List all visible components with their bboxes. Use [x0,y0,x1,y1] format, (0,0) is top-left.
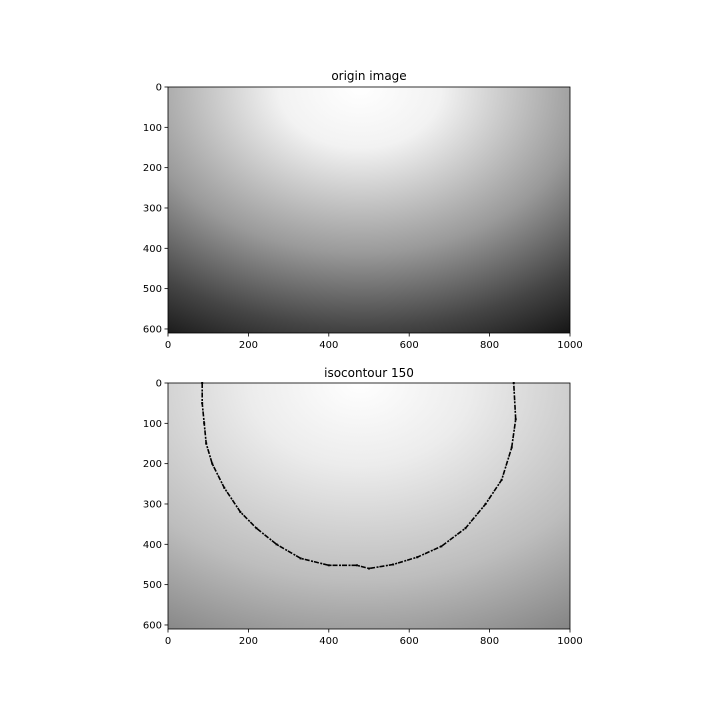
contour-point [416,556,419,559]
contour-point [500,478,503,481]
contour-point [392,563,395,566]
y-axis-ticks: 0 100 200 300 400 500 600 [143,379,168,631]
contour-point [205,442,208,445]
contour-point [255,527,258,530]
contour-point [355,564,358,567]
image-area [168,383,570,629]
panel-title: isocontour 150 [324,366,414,380]
image-area [168,87,570,333]
x-tick-label: 800 [480,340,499,351]
contour-point [368,567,370,570]
x-axis-ticks: 0 200 400 600 800 1000 [165,629,583,647]
panel-title: origin image [331,69,406,83]
y-tick-label: 400 [143,244,162,255]
contour-point [239,511,242,514]
contour-point [201,402,204,405]
x-tick-label: 400 [319,340,338,351]
contour-point [484,502,487,505]
y-tick-label: 200 [143,163,162,174]
x-tick-label: 0 [165,636,171,647]
x-tick-label: 200 [239,340,258,351]
x-tick-label: 200 [239,636,258,647]
x-tick-label: 0 [165,340,171,351]
contour-point [327,564,330,567]
contour-point [223,486,226,489]
contour-point [203,422,206,425]
y-tick-label: 500 [143,284,162,295]
y-tick-label: 300 [143,203,162,214]
y-tick-label: 0 [156,379,162,390]
y-tick-label: 100 [143,419,162,430]
y-tick-label: 600 [143,620,162,631]
x-tick-label: 600 [400,340,419,351]
contour-point [211,462,214,465]
x-tick-label: 800 [480,636,499,647]
y-tick-label: 300 [143,499,162,510]
x-tick-label: 1000 [557,340,582,351]
x-tick-label: 600 [400,636,419,647]
contour-line [201,382,517,570]
isocontour-path [201,382,517,570]
contour-point [299,557,302,560]
contour-point [464,527,467,530]
y-tick-label: 500 [143,580,162,591]
axes-frame [167,382,571,630]
y-tick-label: 400 [143,540,162,551]
x-axis-ticks: 0 200 400 600 800 1000 [165,333,583,351]
y-axis-ticks: 0 100 200 300 400 500 600 [143,83,168,335]
contour-point [514,418,517,421]
y-tick-label: 0 [156,83,162,94]
contour-point [510,446,513,449]
isocontour-panel: isocontour 150 0 200 400 600 800 1000 0 100 200… [143,366,583,647]
contour-point [275,543,278,546]
origin-image-panel: origin image 0 200 400 600 800 1000 0 100 200 30… [143,69,583,351]
x-tick-label: 1000 [557,636,582,647]
y-tick-label: 200 [143,459,162,470]
axes-frame [167,86,571,334]
x-tick-label: 400 [319,636,338,647]
y-tick-label: 600 [143,324,162,335]
contour-point [440,545,443,548]
y-tick-label: 100 [143,123,162,134]
